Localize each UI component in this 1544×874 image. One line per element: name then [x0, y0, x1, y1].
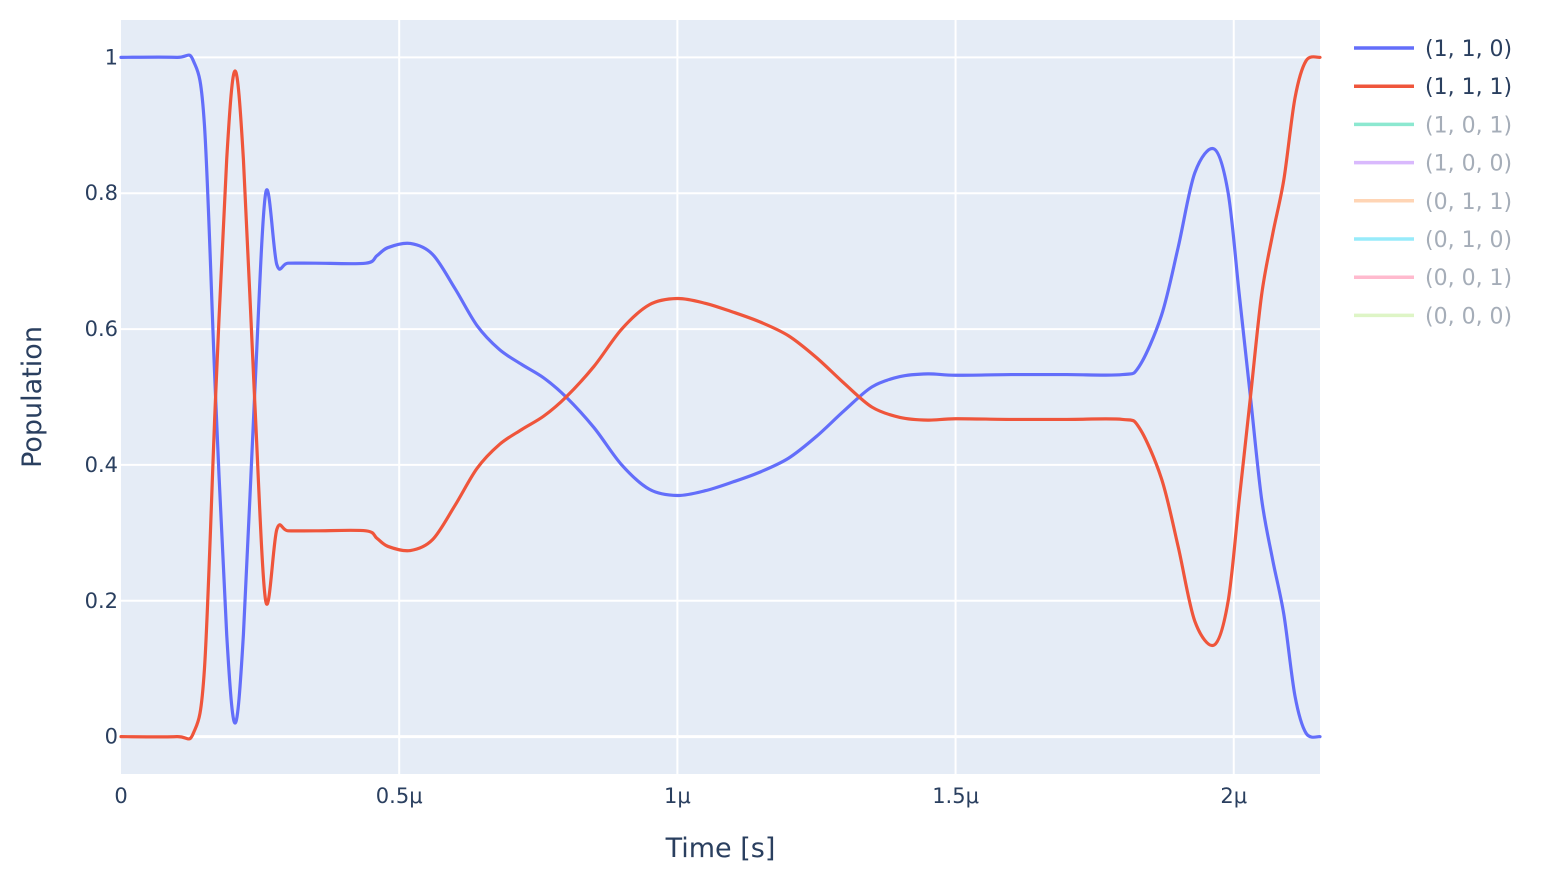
- legend-item[interactable]: (1, 1, 1): [1354, 75, 1512, 100]
- series-line-0: [119, 53, 1322, 739]
- y-tick-label: 0.6: [85, 317, 118, 341]
- legend-item[interactable]: (0, 0, 1): [1354, 266, 1512, 291]
- legend-item[interactable]: (1, 0, 1): [1354, 113, 1512, 138]
- plot-area: [121, 20, 1320, 774]
- legend-item[interactable]: (1, 0, 0): [1354, 152, 1512, 177]
- series-line-1: [119, 55, 1322, 741]
- grid: [121, 20, 1320, 774]
- legend-label: (1, 1, 1): [1425, 75, 1512, 100]
- legend-item[interactable]: (0, 1, 1): [1354, 190, 1512, 215]
- legend-label: (0, 1, 0): [1425, 228, 1512, 253]
- y-tick-label: 0.4: [85, 453, 118, 477]
- legend-label: (0, 1, 1): [1425, 190, 1512, 215]
- x-tick-label: 1μ: [664, 784, 691, 808]
- series-lines: [119, 53, 1322, 741]
- legend-label: (1, 0, 1): [1425, 113, 1512, 138]
- y-axis-title: Population: [17, 326, 48, 468]
- x-tick-label: 0.5μ: [376, 784, 423, 808]
- legend-label: (1, 1, 0): [1425, 37, 1512, 62]
- x-tick-labels: 0 0.5μ 1μ 1.5μ 2μ: [114, 784, 1247, 808]
- x-tick-label: 1.5μ: [932, 784, 979, 808]
- legend-item[interactable]: (0, 1, 0): [1354, 228, 1512, 253]
- legend-label: (0, 0, 0): [1425, 304, 1512, 329]
- legend-label: (0, 0, 1): [1425, 266, 1512, 291]
- x-tick-label: 2μ: [1220, 784, 1247, 808]
- legend-item[interactable]: (1, 1, 0): [1354, 37, 1512, 62]
- y-tick-label: 1: [105, 45, 118, 69]
- y-tick-label: 0: [105, 725, 118, 749]
- legend-label: (1, 0, 0): [1425, 152, 1512, 177]
- legend-item[interactable]: (0, 0, 0): [1354, 304, 1512, 329]
- legend: (1, 1, 0) (1, 1, 1) (1, 0, 1) (1, 0, 0) (0, …: [1354, 37, 1512, 329]
- y-tick-label: 0.8: [85, 181, 118, 205]
- x-axis-title: Time [s]: [665, 833, 776, 864]
- x-tick-label: 0: [114, 784, 127, 808]
- y-tick-labels: 0 0.2 0.4 0.6 0.8 1: [85, 45, 118, 748]
- y-tick-label: 0.2: [85, 589, 118, 613]
